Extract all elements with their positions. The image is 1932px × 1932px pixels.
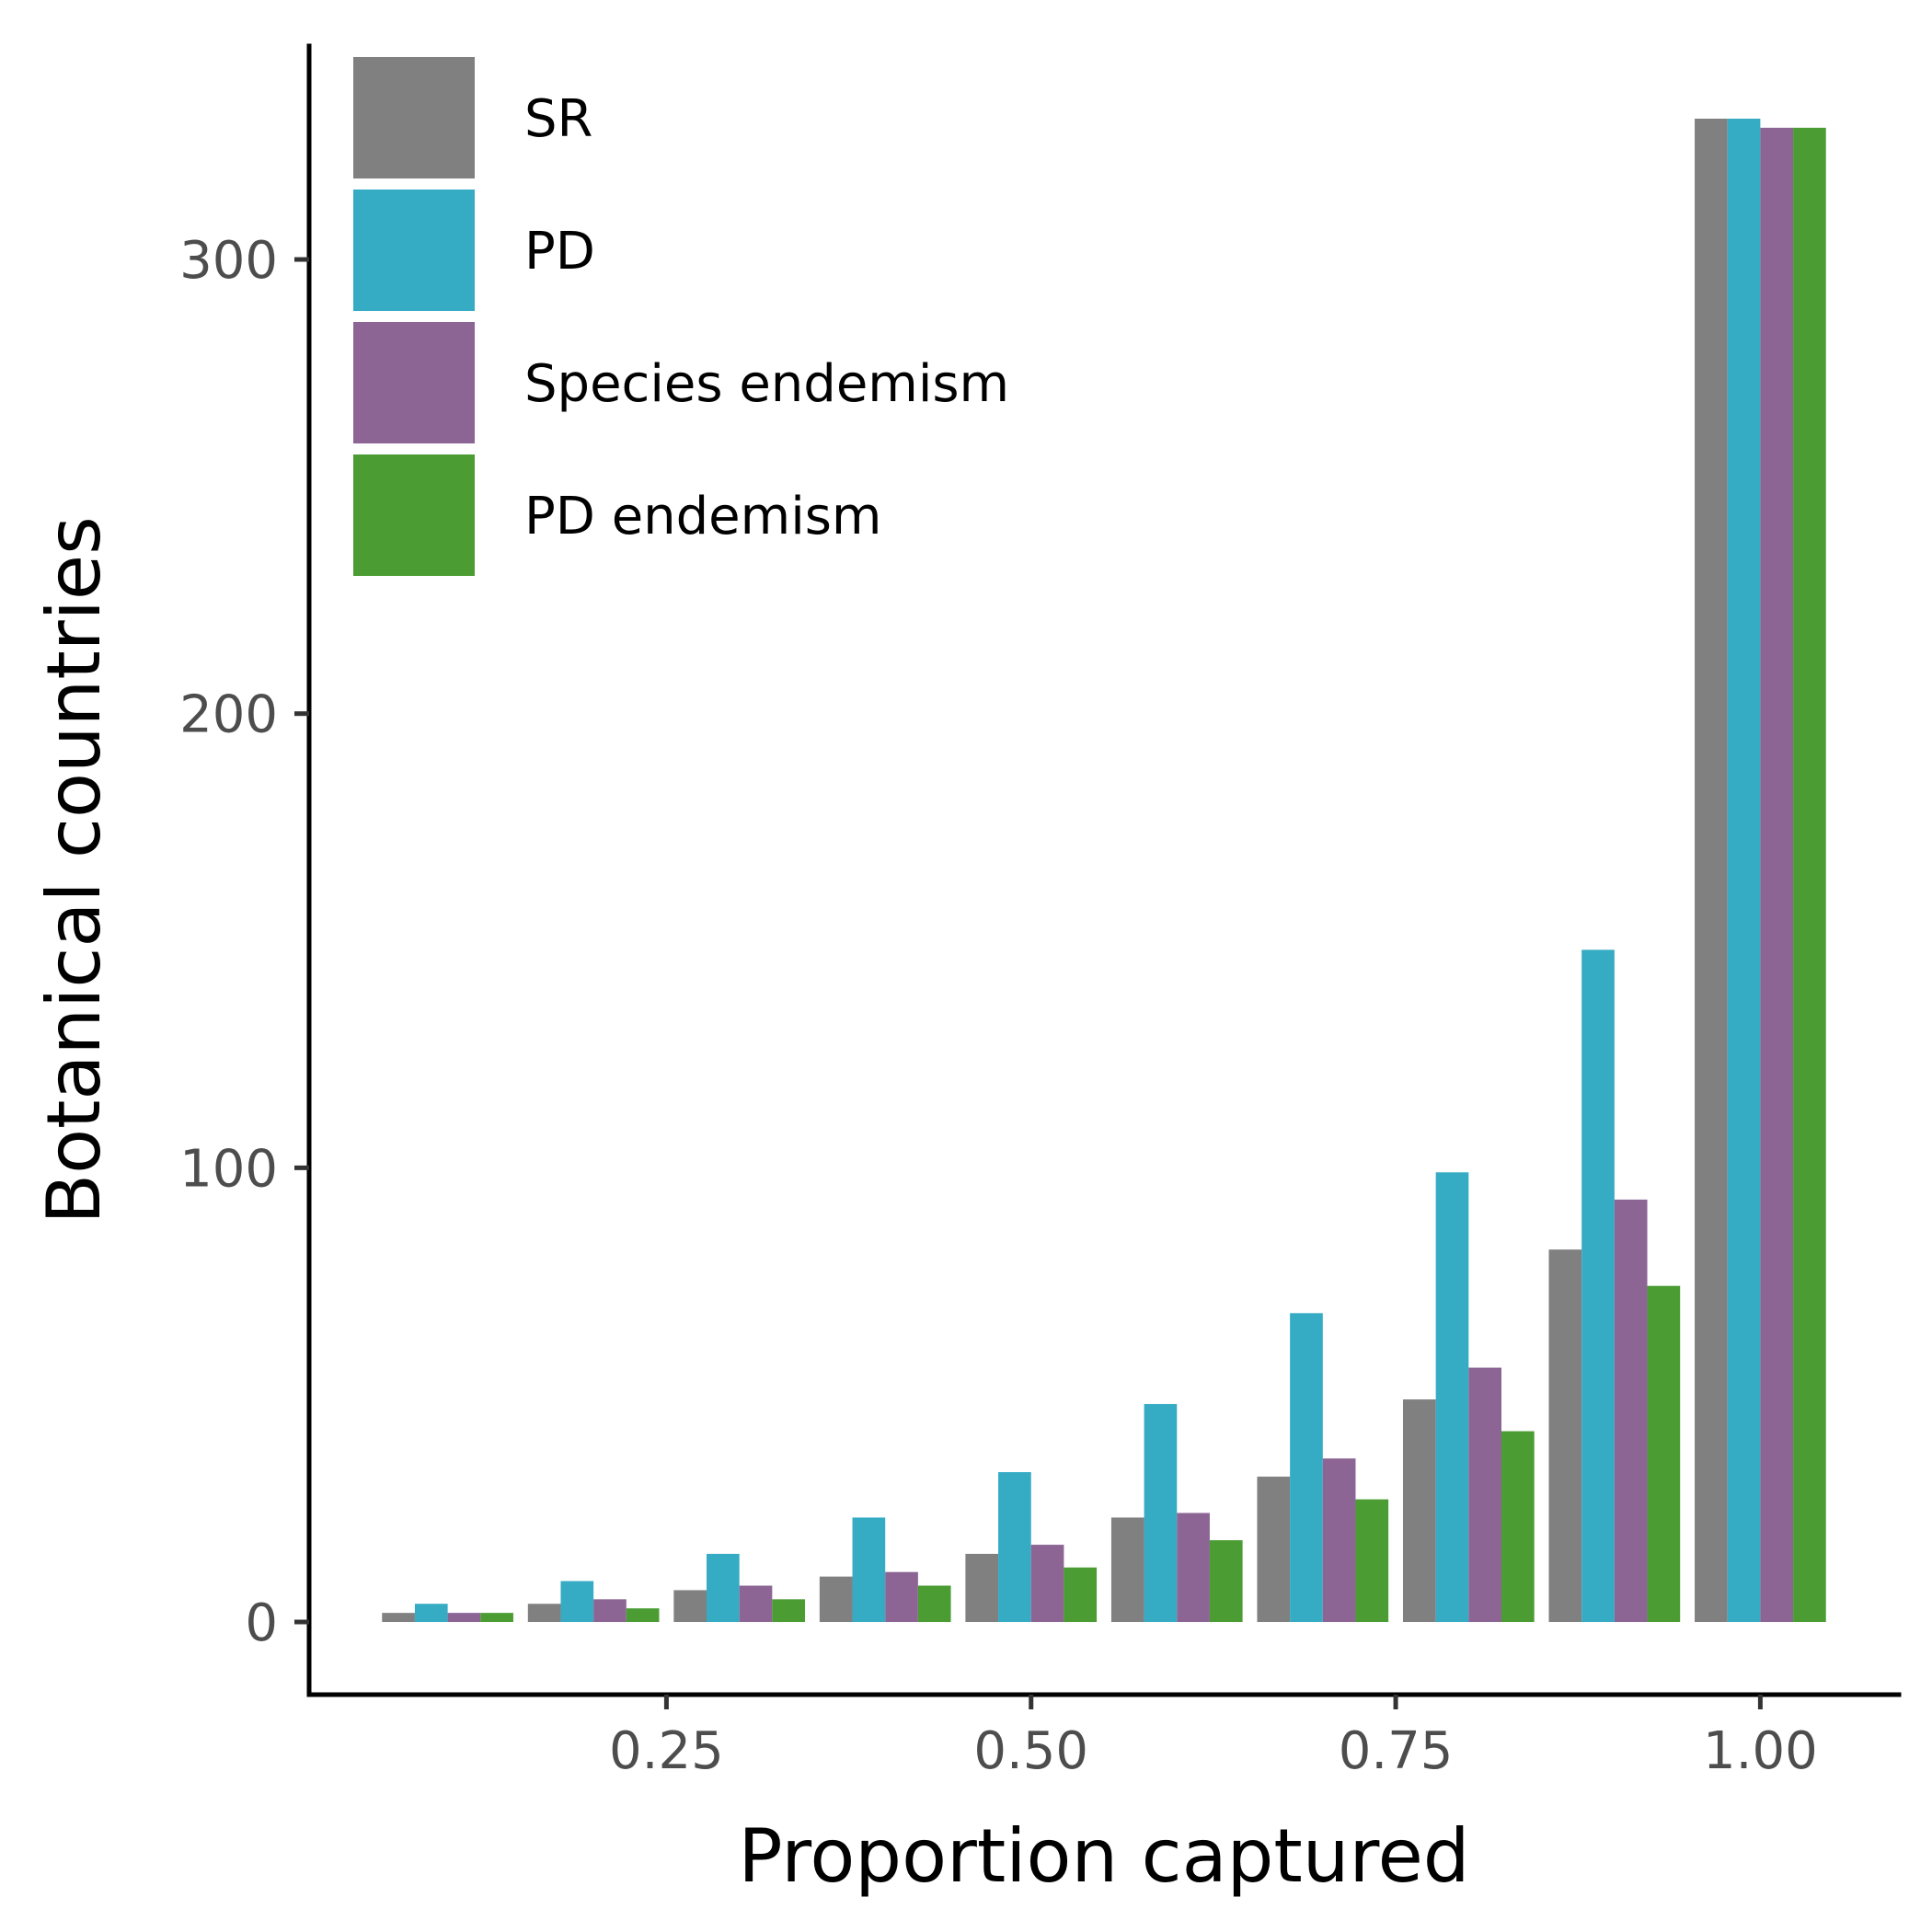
bar-pd-endemism-7 [1501,1431,1535,1623]
bar-pd-endemism-1 [626,1608,660,1623]
bar-sr-5 [1110,1517,1144,1623]
bar-pd-endemism-2 [772,1599,806,1623]
y-tick-label: 100 [179,1139,278,1199]
bar-species-endemism-0 [447,1613,481,1623]
bar-pd-7 [1435,1172,1469,1623]
bar-species-endemism-3 [885,1571,918,1623]
legend-label-pd-endemism: PD endemism [524,487,881,546]
x-axis-title: Proportion captured [738,1813,1469,1899]
x-tick-label: 1.00 [1703,1721,1818,1781]
bar-sr-9 [1695,118,1728,1623]
x-tick-label: 0.75 [1339,1721,1454,1781]
bar-pd-endemism-8 [1647,1285,1681,1623]
y-axis-title: Botanical countries [31,516,117,1225]
legend-label-sr: SR [524,89,592,149]
bar-pd-endemism-4 [1064,1567,1098,1623]
legend-key-species-endemism [353,322,475,443]
bar-pd-8 [1581,949,1615,1623]
bar-sr-8 [1548,1249,1582,1623]
bars [382,118,1826,1623]
bar-pd-endemism-5 [1209,1540,1243,1623]
legend-label-pd: PD [524,222,595,282]
y-tick-label: 300 [179,231,278,291]
bar-pd-0 [414,1604,448,1623]
bar-pd-endemism-6 [1355,1499,1389,1623]
legend-label-species-endemism: Species endemism [524,354,1009,414]
bar-sr-6 [1257,1477,1291,1623]
legend-key-pd [353,190,475,311]
bar-species-endemism-9 [1760,127,1794,1623]
bar-pd-9 [1727,118,1761,1623]
bar-pd-endemism-9 [1793,127,1826,1623]
bar-sr-0 [382,1613,415,1623]
legend-key-sr [353,57,475,178]
bar-pd-5 [1144,1404,1178,1623]
bar-species-endemism-4 [1030,1545,1064,1623]
bar-sr-4 [965,1553,999,1623]
bar-pd-1 [560,1581,594,1623]
bar-sr-1 [527,1604,561,1623]
bar-species-endemism-7 [1468,1367,1501,1623]
bar-sr-2 [673,1590,707,1623]
axes: 0 100 200 300 0.25 0.50 0.75 1.00 [179,43,1902,1781]
bar-species-endemism-8 [1614,1199,1648,1623]
bar-sr-3 [819,1576,853,1623]
bar-pd-endemism-3 [917,1585,951,1623]
bar-pd-2 [707,1553,740,1623]
y-tick-label: 0 [245,1593,278,1653]
bar-species-endemism-2 [739,1585,773,1623]
bar-pd-6 [1290,1313,1323,1623]
bar-pd-endemism-0 [480,1613,513,1623]
bar-species-endemism-6 [1322,1458,1356,1623]
x-tick-label: 0.25 [609,1721,724,1781]
y-tick-label: 200 [179,685,278,745]
bar-species-endemism-5 [1177,1512,1210,1623]
bar-pd-4 [998,1472,1031,1623]
x-tick-label: 0.50 [973,1721,1088,1781]
legend-key-pd-endemism [353,454,475,576]
bar-sr-7 [1402,1399,1436,1623]
legend: SR PD Species endemism PD endemism [353,57,1009,576]
bar-pd-3 [852,1517,886,1623]
bar-species-endemism-1 [593,1599,627,1623]
